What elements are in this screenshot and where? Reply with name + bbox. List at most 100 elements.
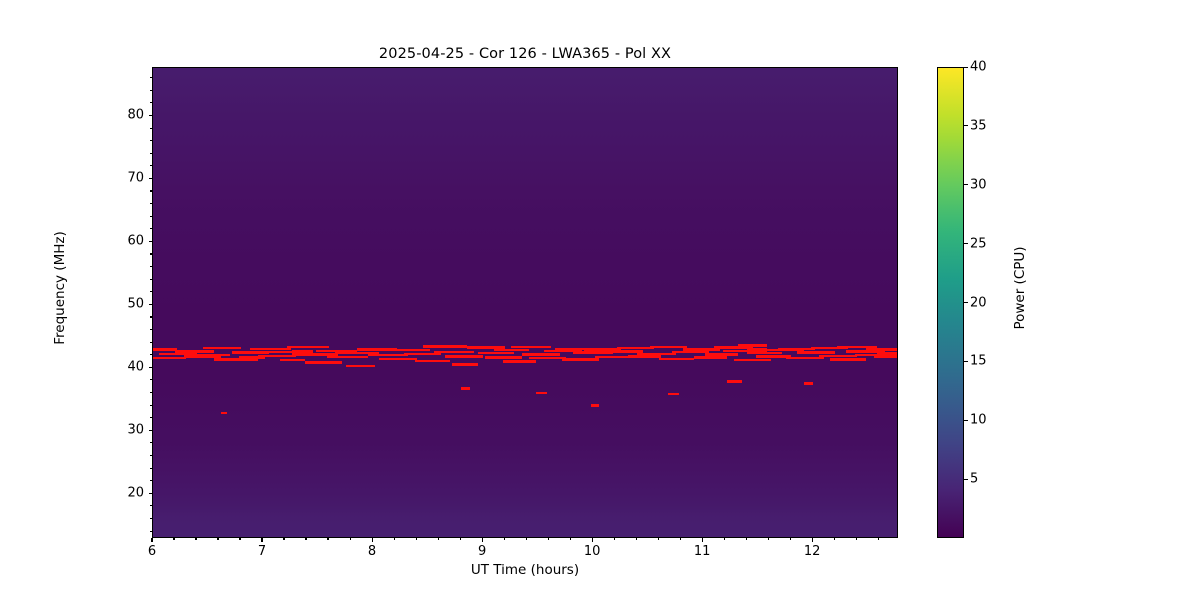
colorbar-tick xyxy=(964,478,968,480)
y-minor-tick xyxy=(150,391,152,394)
y-minor-tick xyxy=(150,417,152,419)
flagged-segment xyxy=(535,391,547,395)
colorbar-tick xyxy=(964,125,968,127)
x-minor-tick xyxy=(393,538,395,540)
flagged-segment xyxy=(650,345,687,349)
y-tick-label: 60 xyxy=(127,233,144,249)
flagged-segment xyxy=(452,363,478,366)
colorbar-tick xyxy=(964,184,968,186)
x-minor-tick xyxy=(547,538,549,540)
flagged-segment xyxy=(865,348,897,351)
y-tick xyxy=(148,492,152,494)
flagged-segment xyxy=(494,348,530,352)
x-minor-tick xyxy=(525,538,527,540)
x-tick xyxy=(151,538,153,542)
y-minor-tick xyxy=(150,404,152,406)
x-minor-tick xyxy=(877,538,879,540)
flagged-segment xyxy=(414,359,451,362)
spectrogram-axes xyxy=(152,67,898,538)
x-tick-label: 10 xyxy=(583,544,601,559)
y-minor-tick xyxy=(150,278,152,280)
flagged-segment xyxy=(766,348,805,352)
y-minor-tick xyxy=(150,454,152,457)
x-minor-tick xyxy=(283,538,285,540)
flagged-segment xyxy=(502,360,536,363)
flagged-segment xyxy=(477,352,514,355)
flagged-segment xyxy=(777,347,816,351)
y-tick-label: 20 xyxy=(127,485,144,501)
x-minor-tick xyxy=(239,538,241,540)
flagged-segment xyxy=(153,357,186,360)
y-tick xyxy=(148,366,152,368)
y-tick xyxy=(148,303,152,305)
flagged-segment xyxy=(554,347,591,351)
x-tick xyxy=(261,538,263,542)
colorbar-tick-label: 20 xyxy=(970,295,987,310)
flagged-block xyxy=(291,350,313,357)
x-minor-tick xyxy=(657,538,659,540)
x-tick xyxy=(371,538,373,542)
flagged-segment xyxy=(694,356,728,359)
flagged-segment xyxy=(296,353,338,356)
flagged-segment xyxy=(810,347,849,350)
background-power-map xyxy=(153,68,897,537)
flagged-segment xyxy=(606,350,643,353)
flagged-segment xyxy=(191,353,230,357)
colorbar-gradient xyxy=(938,68,963,537)
x-tick xyxy=(481,538,483,542)
flagged-segment xyxy=(367,353,409,357)
y-tick xyxy=(148,429,152,431)
flagged-segment xyxy=(714,346,753,349)
y-minor-tick xyxy=(150,190,152,192)
x-axis-label: UT Time (hours) xyxy=(470,562,580,578)
flagged-segment xyxy=(422,345,467,348)
x-minor-tick xyxy=(855,538,857,540)
flagged-segment xyxy=(403,352,442,356)
flagged-segment xyxy=(510,345,552,349)
flagged-segment xyxy=(562,358,599,361)
flagged-segment xyxy=(221,411,227,415)
flagged-block xyxy=(747,348,767,354)
x-minor-tick xyxy=(305,538,307,540)
flagged-segment xyxy=(268,350,313,354)
colorbar-tick xyxy=(964,360,968,362)
x-minor-tick xyxy=(789,538,791,540)
flagged-segment xyxy=(485,356,522,359)
colorbar-tick-label: 10 xyxy=(970,412,987,428)
y-tick-label: 70 xyxy=(127,170,144,186)
x-tick-label: 9 xyxy=(477,544,487,559)
flagged-segment xyxy=(796,351,836,354)
flagged-segment xyxy=(672,350,709,354)
flagged-segment xyxy=(829,358,866,361)
y-tick xyxy=(148,177,152,179)
x-tick-label: 8 xyxy=(367,544,377,559)
x-tick-label: 11 xyxy=(693,544,711,559)
y-minor-tick xyxy=(150,140,152,142)
flagged-segment xyxy=(733,358,772,362)
flagged-block xyxy=(876,351,897,358)
y-minor-tick xyxy=(150,329,152,331)
colorbar-tick-label: 30 xyxy=(970,177,987,193)
flagged-segment xyxy=(521,353,561,356)
flagged-segment xyxy=(738,344,767,347)
plot-title: 2025-04-25 - Cor 126 - LWA365 - Pol XX xyxy=(378,46,672,62)
flagged-segment xyxy=(683,348,720,351)
flagged-segment xyxy=(315,349,357,352)
y-tick-label: 40 xyxy=(127,359,144,375)
flagged-segment xyxy=(705,353,739,356)
flagged-segment xyxy=(356,348,398,351)
x-tick xyxy=(591,538,593,542)
x-tick-label: 7 xyxy=(257,544,267,559)
x-minor-tick xyxy=(173,538,175,540)
flagged-segment xyxy=(232,351,269,354)
y-minor-tick xyxy=(150,291,152,293)
flagged-segment xyxy=(238,356,266,359)
flagged-segment xyxy=(785,357,825,360)
x-tick xyxy=(811,538,813,542)
x-minor-tick xyxy=(349,538,351,540)
x-minor-tick xyxy=(217,538,219,540)
flagged-segment xyxy=(595,355,635,359)
flagged-segment xyxy=(846,350,885,353)
flagged-segment xyxy=(529,357,566,360)
